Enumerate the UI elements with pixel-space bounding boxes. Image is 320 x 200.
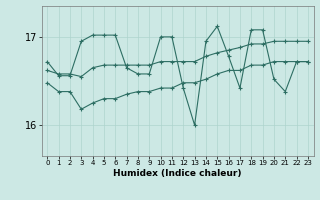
- X-axis label: Humidex (Indice chaleur): Humidex (Indice chaleur): [113, 169, 242, 178]
